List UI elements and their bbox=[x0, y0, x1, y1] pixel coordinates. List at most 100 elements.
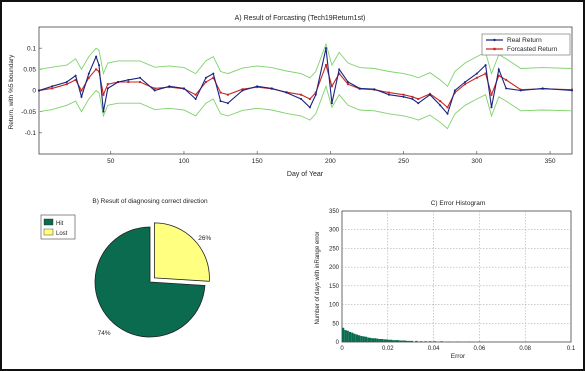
forecasted-return-point bbox=[453, 91, 456, 94]
histogram-bar bbox=[367, 337, 370, 342]
pie-label-lost: 26% bbox=[198, 235, 211, 242]
forecasted-return-point bbox=[338, 72, 341, 75]
forecast-chart: A) Result of Forcasting (Tech19Return1st… bbox=[8, 15, 573, 178]
histogram-x-tick-label: 0 bbox=[340, 346, 344, 352]
real-return-point bbox=[453, 89, 456, 92]
real-return-point bbox=[219, 100, 222, 103]
forecasted-return-point bbox=[446, 106, 449, 109]
forecasted-return-point bbox=[106, 83, 109, 86]
real-return-point bbox=[373, 88, 376, 91]
histogram-bar bbox=[385, 339, 388, 342]
pie-legend: Hit Lost bbox=[40, 214, 76, 240]
legend-forecasted-return-label: Forcasted Return bbox=[507, 46, 558, 53]
forecasted-return-point bbox=[330, 85, 333, 88]
histogram-bar bbox=[371, 338, 375, 342]
forecasted-return-point bbox=[204, 81, 207, 84]
histogram-bar bbox=[348, 331, 352, 342]
histogram-x-tick-label: 0.06 bbox=[474, 346, 486, 352]
histogram-bar bbox=[360, 336, 363, 342]
lower-boundary-line bbox=[38, 84, 573, 130]
histogram-y-tick-label: 200 bbox=[329, 265, 340, 271]
real-return-point bbox=[87, 72, 90, 75]
forecast-chart-title: A) Result of Forcasting (Tech19Return1st… bbox=[235, 15, 366, 22]
histogram-bar bbox=[344, 330, 347, 342]
histogram-bar bbox=[342, 327, 345, 342]
histogram-plot-area bbox=[341, 210, 572, 343]
real-return-point bbox=[484, 64, 487, 67]
histogram-bar bbox=[394, 340, 397, 342]
forecasted-return-point bbox=[475, 76, 478, 79]
real-return-point bbox=[308, 106, 311, 109]
histogram-bar bbox=[364, 336, 368, 342]
real-return-point bbox=[490, 106, 493, 109]
error-histogram-chart: C) Error Histogram 0 0.02 0.04 0.06 0.08 0.10… bbox=[315, 200, 576, 360]
histogram-x-tick-label: 0.02 bbox=[382, 346, 394, 352]
real-return-point bbox=[95, 55, 98, 58]
legend-real-return-label: Real Return bbox=[507, 37, 542, 44]
histogram-bar bbox=[392, 340, 395, 342]
pie-legend-hit-swatch bbox=[43, 218, 54, 226]
pie-label-hit: 74% bbox=[98, 330, 111, 337]
pie-slice-hit bbox=[94, 226, 206, 338]
forecast-x-tick-label: 50 bbox=[107, 158, 115, 165]
real-return-point bbox=[417, 102, 420, 105]
real-return-point bbox=[139, 76, 142, 79]
forecasted-return-point bbox=[464, 83, 467, 86]
real-return-point bbox=[330, 102, 333, 105]
histogram-bar bbox=[415, 340, 418, 342]
upper-boundary-line bbox=[38, 42, 573, 88]
real-return-point bbox=[300, 97, 303, 100]
forecast-y-tick-label: -0.1 bbox=[25, 130, 37, 137]
legend-real-return-marker bbox=[493, 38, 496, 42]
histogram-bars bbox=[342, 327, 482, 342]
histogram-bar bbox=[353, 333, 356, 342]
real-return-point bbox=[98, 64, 101, 67]
real-return-point bbox=[127, 78, 130, 81]
histogram-bar bbox=[378, 339, 381, 342]
real-return-point bbox=[80, 95, 83, 98]
histogram-bar bbox=[383, 339, 386, 342]
histogram-bar bbox=[419, 341, 423, 342]
real-return-point bbox=[102, 110, 105, 113]
histogram-y-tick-label: 0 bbox=[336, 340, 340, 346]
forecast-x-tick-label: 100 bbox=[179, 158, 190, 165]
real-return-point bbox=[168, 85, 171, 88]
real-return-point bbox=[65, 81, 68, 84]
pie-legend-hit-label: Hit bbox=[56, 221, 64, 227]
real-return-point bbox=[204, 76, 207, 79]
real-return-point bbox=[446, 112, 449, 115]
histogram-x-axis-label: Error bbox=[451, 353, 466, 360]
real-return-point bbox=[402, 95, 405, 98]
histogram-x-tick-label: 0.1 bbox=[567, 346, 576, 352]
histogram-grid: 0 0.02 0.04 0.06 0.08 0.1 0 50 100 150 200 250 300 35… bbox=[329, 209, 576, 352]
pie-slice-lost bbox=[154, 222, 210, 282]
real-return-point bbox=[226, 102, 229, 105]
forecasted-return-point bbox=[153, 87, 156, 90]
histogram-bar bbox=[351, 332, 354, 342]
real-return-point bbox=[194, 97, 197, 100]
real-return-point bbox=[346, 81, 349, 84]
forecast-x-tick-label: 200 bbox=[325, 158, 336, 165]
forecasted-return-point bbox=[241, 88, 244, 91]
real-return-point bbox=[256, 85, 259, 88]
histogram-bar bbox=[440, 341, 443, 342]
forecast-y-axis-label: Return, with %5 boundary bbox=[8, 54, 15, 130]
histogram-bar bbox=[408, 340, 411, 342]
real-return-point bbox=[571, 89, 573, 92]
histogram-bar bbox=[346, 330, 349, 342]
forecast-series bbox=[38, 42, 573, 130]
histogram-bar bbox=[355, 334, 359, 342]
histogram-bar bbox=[376, 338, 379, 342]
real-return-point bbox=[38, 89, 40, 92]
real-return-point bbox=[475, 72, 478, 75]
forecasted-return-point bbox=[102, 93, 105, 96]
histogram-bar bbox=[410, 340, 413, 342]
forecast-legend-box bbox=[481, 33, 571, 56]
real-return-point bbox=[325, 47, 327, 50]
histogram-bar bbox=[406, 340, 409, 342]
forecasted-return-point bbox=[497, 74, 500, 77]
forecasted-return-point bbox=[439, 100, 442, 103]
forecast-y-tick-label: 0.1 bbox=[27, 45, 36, 52]
real-return-point bbox=[428, 93, 431, 96]
